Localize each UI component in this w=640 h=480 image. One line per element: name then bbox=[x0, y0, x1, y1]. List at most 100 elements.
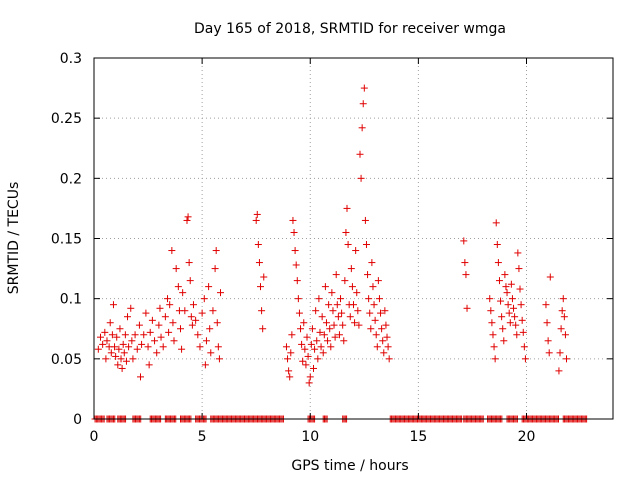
data-point bbox=[138, 340, 146, 348]
data-point bbox=[369, 283, 377, 291]
data-point bbox=[372, 331, 380, 339]
data-point bbox=[129, 355, 137, 363]
data-point bbox=[179, 289, 187, 297]
data-point bbox=[346, 313, 354, 321]
data-point bbox=[497, 297, 505, 305]
data-point bbox=[517, 301, 525, 309]
data-point bbox=[343, 204, 351, 212]
data-point bbox=[125, 343, 133, 351]
data-point bbox=[309, 364, 317, 372]
data-point bbox=[102, 355, 110, 363]
data-point bbox=[373, 343, 381, 351]
data-point bbox=[303, 333, 311, 341]
data-point bbox=[381, 307, 389, 315]
data-point bbox=[555, 367, 563, 375]
data-point bbox=[324, 337, 332, 345]
data-point bbox=[205, 283, 213, 291]
data-point bbox=[307, 340, 315, 348]
data-point bbox=[177, 325, 184, 333]
data-point bbox=[181, 307, 189, 315]
data-point bbox=[370, 301, 378, 309]
data-point bbox=[112, 352, 120, 360]
data-point bbox=[136, 373, 144, 381]
data-point bbox=[375, 295, 383, 303]
data-point bbox=[201, 361, 209, 369]
data-point bbox=[206, 325, 214, 333]
data-point bbox=[196, 343, 204, 351]
data-point bbox=[115, 345, 123, 353]
data-point bbox=[366, 309, 374, 317]
data-point bbox=[563, 355, 571, 363]
data-point bbox=[202, 337, 210, 345]
data-point bbox=[184, 213, 192, 221]
data-point bbox=[348, 283, 356, 291]
data-point bbox=[500, 337, 508, 345]
data-point bbox=[109, 301, 117, 309]
data-point bbox=[189, 301, 197, 309]
data-point bbox=[290, 228, 298, 236]
data-point bbox=[168, 247, 176, 255]
data-point bbox=[157, 333, 165, 341]
data-point bbox=[542, 301, 550, 309]
data-point bbox=[543, 319, 551, 327]
data-point bbox=[385, 355, 393, 363]
data-point bbox=[382, 321, 390, 329]
data-point bbox=[489, 331, 497, 339]
data-point bbox=[487, 307, 495, 315]
data-point bbox=[133, 345, 141, 353]
data-point bbox=[94, 345, 102, 353]
data-point bbox=[148, 316, 156, 324]
data-point bbox=[306, 373, 314, 381]
data-point bbox=[339, 321, 347, 329]
data-point bbox=[368, 259, 376, 267]
data-point bbox=[341, 277, 349, 285]
data-point bbox=[165, 328, 173, 336]
x-tick-label: 15 bbox=[409, 429, 427, 445]
y-tick-label: 0.05 bbox=[51, 352, 82, 368]
data-point bbox=[178, 345, 186, 353]
data-point bbox=[217, 289, 225, 297]
data-point bbox=[498, 313, 506, 321]
data-point bbox=[512, 321, 520, 329]
data-point bbox=[200, 295, 208, 303]
data-point bbox=[192, 316, 200, 324]
data-point bbox=[285, 367, 293, 375]
data-point bbox=[304, 352, 312, 360]
data-point bbox=[367, 325, 375, 333]
data-point bbox=[124, 313, 132, 321]
data-point bbox=[357, 174, 365, 182]
data-point bbox=[145, 361, 153, 369]
data-point bbox=[511, 313, 519, 321]
data-point bbox=[282, 343, 290, 351]
data-point bbox=[501, 271, 509, 279]
data-point bbox=[518, 316, 526, 324]
x-tick-label: 5 bbox=[198, 429, 207, 445]
x-tick-label: 20 bbox=[518, 429, 536, 445]
data-point bbox=[311, 345, 319, 353]
data-point bbox=[253, 210, 261, 218]
data-point bbox=[108, 331, 116, 339]
data-point bbox=[330, 321, 338, 329]
data-point bbox=[556, 349, 564, 357]
data-point bbox=[320, 331, 328, 339]
data-point bbox=[317, 343, 325, 351]
data-point bbox=[519, 328, 527, 336]
data-point bbox=[326, 325, 334, 333]
data-point bbox=[121, 331, 129, 339]
data-point bbox=[506, 319, 514, 327]
data-point bbox=[114, 361, 122, 369]
data-point bbox=[186, 277, 194, 285]
data-point bbox=[493, 241, 501, 249]
data-point bbox=[486, 295, 494, 303]
data-point bbox=[503, 289, 511, 297]
data-point bbox=[508, 295, 516, 303]
data-point bbox=[513, 331, 521, 339]
data-point bbox=[490, 343, 498, 351]
data-point bbox=[358, 124, 366, 132]
data-point bbox=[187, 313, 195, 321]
data-point bbox=[284, 355, 292, 363]
data-point bbox=[361, 216, 369, 224]
data-point bbox=[379, 337, 387, 345]
data-point bbox=[335, 331, 343, 339]
data-point bbox=[159, 343, 167, 351]
